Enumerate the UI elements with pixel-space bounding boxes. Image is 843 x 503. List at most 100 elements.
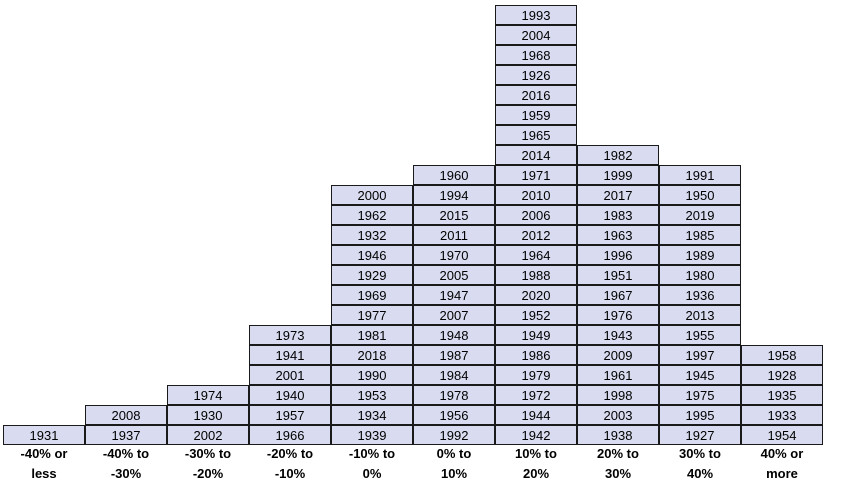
category-label: 10% to 20% [515,446,557,481]
year-cell: 1942 [495,425,577,445]
year-cell: 1977 [331,305,413,325]
year-cell: 2006 [495,205,577,225]
year-cell: 1941 [249,345,331,365]
year-cell: 1957 [249,405,331,425]
year-cell: 2000 [331,185,413,205]
year-cell: 1978 [413,385,495,405]
year-cell: 1974 [167,385,249,405]
year-cell: 1930 [167,405,249,425]
year-cell: 1968 [495,45,577,65]
year-cell: 1966 [249,425,331,445]
year-cell: 1940 [249,385,331,405]
year-cell: 1960 [413,165,495,185]
year-cell: 2002 [167,425,249,445]
year-cell: 1972 [495,385,577,405]
year-cell: 1938 [577,425,659,445]
year-cell: 1954 [741,425,823,445]
year-cell: 2005 [413,265,495,285]
year-cell: 1936 [659,285,741,305]
year-cell: 1951 [577,265,659,285]
year-cell: 2004 [495,25,577,45]
year-cell: 1956 [413,405,495,425]
year-cell: 1999 [577,165,659,185]
year-cell: 1961 [577,365,659,385]
year-cell: 1969 [331,285,413,305]
year-cell: 1955 [659,325,741,345]
year-cell: 1962 [331,205,413,225]
year-cell: 2014 [495,145,577,165]
year-cell: 1998 [577,385,659,405]
year-cell: 1947 [413,285,495,305]
year-cell: 2003 [577,405,659,425]
year-cell: 1983 [577,205,659,225]
category-label: -40% or less [20,446,68,481]
year-cell: 1990 [331,365,413,385]
year-cell: 2009 [577,345,659,365]
year-cell: 1994 [413,185,495,205]
year-cell: 2001 [249,365,331,385]
year-cell: 2012 [495,225,577,245]
year-cell: 1970 [413,245,495,265]
year-cell: 2013 [659,305,741,325]
year-cell: 1964 [495,245,577,265]
year-cell: 1967 [577,285,659,305]
year-cell: 1965 [495,125,577,145]
year-cell: 1939 [331,425,413,445]
category-label: 40% or more [760,446,804,481]
year-cell: 1935 [741,385,823,405]
year-cell: 1991 [659,165,741,185]
category-label: -20% to -10% [266,446,314,481]
year-cell: 1996 [577,245,659,265]
year-cell: 1992 [413,425,495,445]
year-cell: 1984 [413,365,495,385]
year-cell: 1928 [741,365,823,385]
year-cell: 1937 [85,425,167,445]
year-cell: 2019 [659,205,741,225]
category-label: 20% to 30% [597,446,639,481]
year-cell: 2015 [413,205,495,225]
year-cell: 1958 [741,345,823,365]
category-label: 0% to 10% [436,446,472,481]
year-cell: 1931 [3,425,85,445]
year-cell: 2017 [577,185,659,205]
year-cell: 1959 [495,105,577,125]
year-cell: 1926 [495,65,577,85]
category-label: 30% to 40% [679,446,721,481]
year-cell: 1933 [741,405,823,425]
year-cell: 1932 [331,225,413,245]
year-cell: 1953 [331,385,413,405]
year-cell: 1963 [577,225,659,245]
year-cell: 1987 [413,345,495,365]
year-cell: 1927 [659,425,741,445]
year-cell: 1975 [659,385,741,405]
year-cell: 1945 [659,365,741,385]
year-cell: 2016 [495,85,577,105]
year-cell: 1985 [659,225,741,245]
year-cell: 1993 [495,5,577,25]
year-cell: 1986 [495,345,577,365]
year-cell: 1949 [495,325,577,345]
year-cell: 1976 [577,305,659,325]
year-cell: 1989 [659,245,741,265]
year-cell: 1971 [495,165,577,185]
year-cell: 1982 [577,145,659,165]
category-label: -10% to 0% [348,446,396,481]
year-cell: 2008 [85,405,167,425]
year-cell: 2020 [495,285,577,305]
year-cell: 2007 [413,305,495,325]
year-cell: 2010 [495,185,577,205]
year-cell: 1988 [495,265,577,285]
category-label: -40% to -30% [102,446,150,481]
year-cell: 1929 [331,265,413,285]
category-label: -30% to -20% [184,446,232,481]
year-cell: 1950 [659,185,741,205]
year-cell: 1997 [659,345,741,365]
year-cell: 1944 [495,405,577,425]
year-cell: 1979 [495,365,577,385]
year-cell: 1943 [577,325,659,345]
year-cell: 1952 [495,305,577,325]
year-cell: 2011 [413,225,495,245]
year-cell: 1980 [659,265,741,285]
year-cell: 1973 [249,325,331,345]
